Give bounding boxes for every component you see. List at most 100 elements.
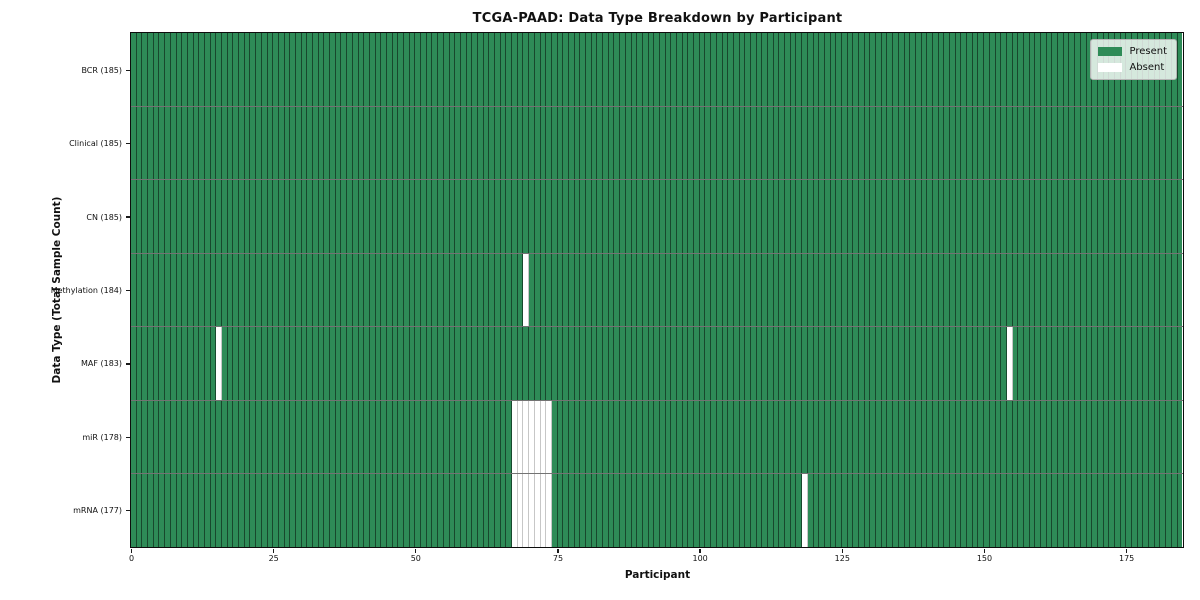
cell-present (153, 253, 160, 327)
cell-present (608, 327, 615, 400)
cell-present (864, 400, 871, 474)
cell-present (1086, 253, 1093, 327)
legend-entry-absent: Absent (1098, 62, 1167, 73)
cell-present (716, 253, 723, 327)
cell-present (1126, 253, 1132, 327)
cell-present (193, 180, 200, 253)
cell-present (716, 474, 723, 548)
cell-present (358, 327, 365, 400)
cell-present (341, 474, 348, 548)
cell-present (1035, 180, 1041, 253)
cell-present (989, 327, 996, 400)
cell-present (1109, 106, 1115, 180)
cell-present (233, 327, 240, 400)
cell-present (813, 327, 820, 400)
cell-present (1018, 253, 1024, 327)
cell-present (210, 33, 217, 106)
cell-present (295, 400, 302, 474)
cell-present (415, 33, 422, 106)
cell-present (841, 180, 848, 253)
cell-present (1063, 327, 1070, 400)
cell-present (568, 106, 575, 180)
cell-present (449, 253, 456, 327)
y-tick-label-mrna: mRNA (177) (73, 506, 122, 516)
cell-present (449, 400, 456, 474)
cell-present (756, 474, 763, 548)
cell-present (1177, 33, 1183, 106)
cell-present (659, 400, 666, 474)
cell-present (915, 106, 922, 180)
cell-present (830, 327, 837, 400)
cell-present (659, 106, 666, 180)
cell-present (153, 180, 160, 253)
cell-present (159, 400, 166, 474)
cell-present (290, 474, 296, 548)
cell-present (415, 253, 422, 327)
cell-present (307, 253, 313, 327)
cell-present (728, 474, 734, 548)
cell-present (489, 400, 495, 474)
cell-present (574, 106, 581, 180)
cell-present (278, 33, 285, 106)
y-tick-label-methylation: Methylation (184) (50, 286, 122, 295)
cell-present (972, 400, 979, 474)
cell-present (1126, 106, 1132, 180)
cell-present (904, 33, 911, 106)
cell-present (182, 400, 188, 474)
cell-present (301, 474, 308, 548)
cell-present (1041, 253, 1047, 327)
cell-present (603, 33, 609, 106)
cell-present (216, 106, 222, 180)
cell-present (625, 327, 632, 400)
heatmap-row-mrna (131, 473, 1183, 548)
cell-present (256, 33, 262, 106)
cell-present (551, 180, 558, 253)
cell-present (995, 253, 1002, 327)
cell-present (1114, 327, 1121, 400)
cell-present (859, 327, 865, 400)
x-tick-mark (1125, 549, 1128, 553)
cell-present (472, 180, 478, 253)
cell-present (927, 474, 933, 548)
cell-present (950, 327, 956, 400)
cell-present (1046, 400, 1053, 474)
cell-present (688, 474, 695, 548)
cell-present (170, 327, 177, 400)
cell-present (950, 474, 956, 548)
cell-present (199, 474, 205, 548)
cell-present (984, 106, 990, 180)
cell-present (1069, 327, 1076, 400)
cell-present (1029, 474, 1036, 548)
cell-present (261, 327, 268, 400)
cell-present (563, 474, 569, 548)
cell-present (819, 253, 825, 327)
cell-present (995, 33, 1002, 106)
cell-present (233, 33, 240, 106)
cell-present (261, 400, 268, 474)
cell-present (216, 474, 222, 548)
cell-present (495, 327, 501, 400)
cell-present (489, 253, 495, 327)
cell-present (694, 474, 700, 548)
cell-present (250, 474, 257, 548)
cell-present (824, 33, 831, 106)
cell-present (586, 253, 592, 327)
cell-present (1103, 253, 1110, 327)
cell-present (563, 33, 569, 106)
cell-present (938, 474, 945, 548)
cell-present (921, 400, 928, 474)
cell-present (324, 253, 331, 327)
cell-present (512, 253, 518, 327)
cell-present (836, 400, 842, 474)
cell-present (841, 33, 848, 106)
cell-present (307, 106, 313, 180)
cell-present (222, 180, 228, 253)
cell-present (432, 327, 439, 400)
cell-present (984, 253, 990, 327)
cell-present (921, 327, 928, 400)
cell-present (654, 474, 660, 548)
cell-present (267, 33, 274, 106)
cell-present (421, 474, 427, 548)
cell-present (495, 400, 501, 474)
cell-present (148, 180, 154, 253)
